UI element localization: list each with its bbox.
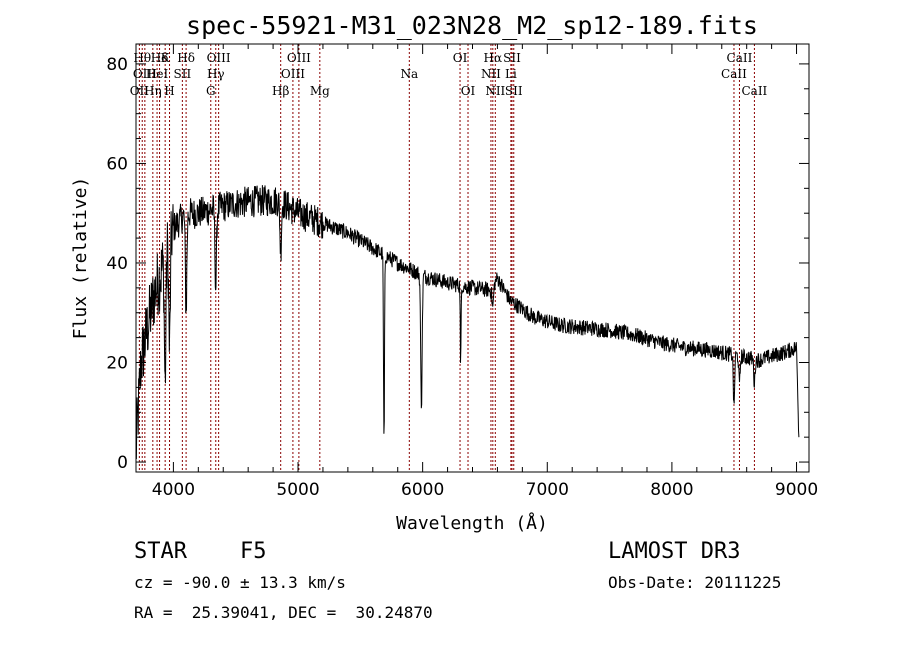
reference-line-label: Hβ bbox=[272, 84, 289, 98]
reference-line-label: Hη bbox=[144, 84, 162, 98]
reference-line-label: OI bbox=[453, 51, 468, 65]
reference-line-label: NII bbox=[481, 67, 501, 81]
reference-line-label: OIII bbox=[281, 67, 305, 81]
reference-line-label: SII bbox=[505, 84, 523, 98]
reference-lines-layer bbox=[138, 44, 755, 472]
reference-line-label: HeI bbox=[146, 67, 169, 81]
plot-frame bbox=[135, 43, 810, 473]
y-tick-label: 0 bbox=[117, 453, 128, 473]
y-axis-label: Flux (relative) bbox=[70, 177, 91, 340]
x-tick-label: 7000 bbox=[526, 480, 569, 500]
x-tick-label: 6000 bbox=[401, 480, 444, 500]
x-axis-label: Wavelength (Å) bbox=[396, 512, 548, 534]
reference-line-label: G bbox=[206, 84, 216, 98]
reference-line-label: OIII bbox=[287, 51, 311, 65]
reference-line-label: Li bbox=[505, 67, 517, 81]
reference-line-label: Hγ bbox=[207, 67, 225, 81]
reference-line-label: OIII bbox=[207, 51, 231, 65]
spectrum-line bbox=[135, 185, 800, 460]
y-tick-label: 60 bbox=[106, 154, 128, 174]
reference-line-label: SII bbox=[174, 67, 192, 81]
y-tick-label: 80 bbox=[106, 55, 128, 75]
object-subclass: F5 bbox=[240, 539, 267, 564]
reference-line-label: OIII bbox=[133, 67, 157, 81]
reference-line-label: SII bbox=[503, 51, 521, 65]
reference-line-label: K bbox=[161, 51, 171, 65]
reference-line-label: Hδ bbox=[177, 51, 195, 65]
x-tick-label: 8000 bbox=[650, 480, 693, 500]
y-axis-ticks: 0 20 40 60 80 bbox=[106, 55, 809, 473]
chart-title: spec-55921-M31_023N28_M2_sp12-189.fits bbox=[186, 11, 758, 40]
y-tick-label: 20 bbox=[106, 354, 128, 374]
reference-line-label: H bbox=[164, 84, 174, 98]
reference-line-label: Mg bbox=[310, 84, 330, 98]
y-tick-label: 40 bbox=[106, 254, 128, 274]
reference-line-label: Hθ bbox=[133, 51, 151, 65]
coordinates: RA = 25.39041, DEC = 30.24870 bbox=[134, 603, 433, 622]
survey-name: LAMOST DR3 bbox=[608, 539, 741, 564]
reference-line-label: OII bbox=[130, 84, 150, 98]
reference-line-label: Hδ bbox=[151, 51, 169, 65]
x-tick-label: 5000 bbox=[276, 480, 319, 500]
reference-line-label: CaII bbox=[741, 84, 767, 98]
x-tick-label: 4000 bbox=[152, 480, 195, 500]
reference-line-label: CaII bbox=[727, 51, 753, 65]
reference-line-label: NII bbox=[485, 84, 505, 98]
reference-line-label: OI bbox=[461, 84, 476, 98]
reference-labels-layer: OIIHθOIIIHηHeIHδKHSIIHδGHγOIIIHβOIIIOIII… bbox=[130, 51, 768, 98]
reference-line-label: Hα bbox=[484, 51, 503, 65]
x-tick-label: 9000 bbox=[775, 480, 818, 500]
x-axis-ticks: 4000 5000 6000 7000 8000 9000 bbox=[152, 44, 818, 500]
reference-line-label: Na bbox=[400, 67, 418, 81]
observation-date: Obs-Date: 20111225 bbox=[608, 573, 782, 592]
reference-line-label: CaII bbox=[721, 67, 747, 81]
object-class: STAR bbox=[134, 539, 187, 564]
redshift-velocity: cz = -90.0 ± 13.3 km/s bbox=[134, 573, 346, 592]
